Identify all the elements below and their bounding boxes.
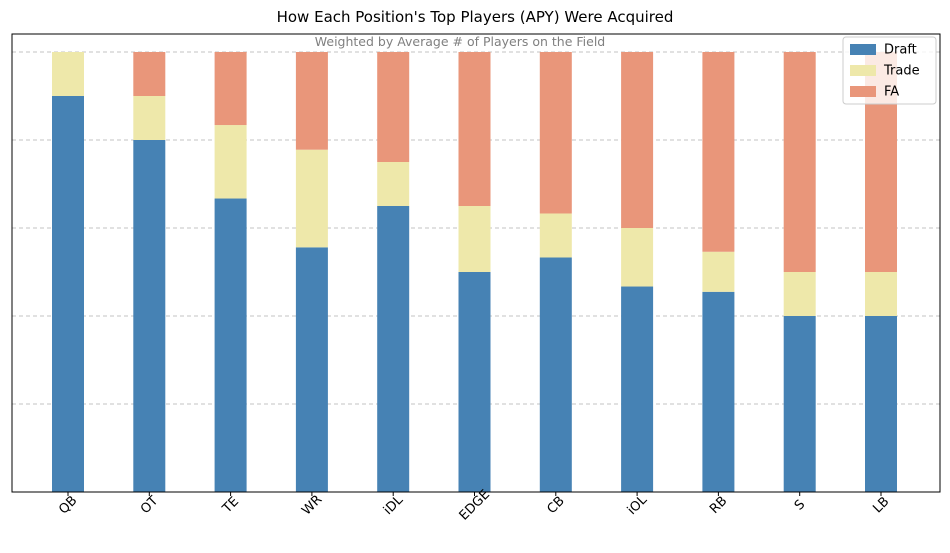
bars xyxy=(52,52,897,492)
bar-fa-te xyxy=(214,52,247,126)
chart-title: How Each Position's Top Players (APY) We… xyxy=(277,8,674,26)
x-tick-label: iDL xyxy=(381,492,407,518)
chart-subtitle: Weighted by Average # of Players on the … xyxy=(315,34,606,49)
plot-frame xyxy=(11,33,941,493)
bar-draft-iol xyxy=(621,286,654,492)
legend-swatch-draft xyxy=(850,44,876,55)
bar-draft-cb xyxy=(539,257,572,492)
bar-trade-wr xyxy=(295,149,328,248)
bar-draft-lb xyxy=(865,316,897,492)
bar-fa-edge xyxy=(458,52,491,206)
bar-fa-wr xyxy=(295,52,328,150)
bar-draft-idl xyxy=(377,206,410,492)
legend-label-fa: FA xyxy=(884,85,899,100)
x-tick-label: RB xyxy=(707,494,730,517)
bar-fa-ot xyxy=(133,52,166,96)
bar-trade-idl xyxy=(377,162,410,206)
x-axis: QB OT TE WR iDL EDGE CB iOL RB S LB xyxy=(56,487,892,523)
x-tick-label: WR xyxy=(299,492,325,518)
bar-fa-rb xyxy=(702,52,735,252)
bar-trade-cb xyxy=(539,213,572,258)
legend-label-trade: Trade xyxy=(883,64,920,79)
x-tick-label: TE xyxy=(219,494,242,517)
bar-draft-qb xyxy=(52,96,84,492)
bar-draft-s xyxy=(783,316,816,492)
x-tick-label: S xyxy=(792,497,808,513)
bar-trade-edge xyxy=(458,206,491,272)
legend: Draft Trade FA xyxy=(842,36,937,105)
x-tick-label: QB xyxy=(56,493,80,517)
legend-swatch-fa xyxy=(850,86,876,97)
bar-trade-te xyxy=(214,125,247,199)
x-tick-label: CB xyxy=(544,494,567,517)
bar-fa-idl xyxy=(377,52,410,162)
x-tick-label: LB xyxy=(870,494,892,516)
legend-swatch-trade xyxy=(850,65,876,76)
bar-trade-rb xyxy=(702,251,735,292)
bar-draft-te xyxy=(214,198,247,492)
bar-trade-ot xyxy=(133,96,166,140)
x-tick-label: iOL xyxy=(625,492,651,518)
bar-draft-rb xyxy=(702,291,735,492)
bar-fa-iol xyxy=(621,52,654,228)
bar-trade-lb xyxy=(865,272,897,316)
x-tick-label: OT xyxy=(138,494,161,517)
bar-trade-qb xyxy=(52,52,84,96)
bar-draft-ot xyxy=(133,140,166,492)
bar-draft-edge xyxy=(458,272,491,492)
bar-trade-iol xyxy=(621,228,654,287)
bar-fa-s xyxy=(783,52,816,272)
bar-draft-wr xyxy=(295,247,328,492)
bar-fa-cb xyxy=(539,52,572,214)
legend-label-draft: Draft xyxy=(884,43,917,58)
bar-trade-s xyxy=(783,272,816,316)
